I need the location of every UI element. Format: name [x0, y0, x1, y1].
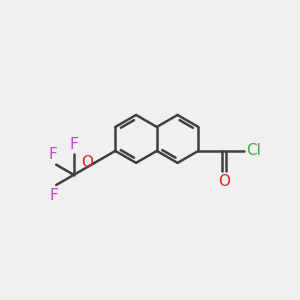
- Text: F: F: [69, 137, 78, 152]
- Text: F: F: [50, 188, 59, 202]
- Text: Cl: Cl: [246, 143, 261, 158]
- Text: F: F: [48, 147, 57, 162]
- Text: O: O: [218, 174, 230, 189]
- Text: O: O: [81, 155, 93, 170]
